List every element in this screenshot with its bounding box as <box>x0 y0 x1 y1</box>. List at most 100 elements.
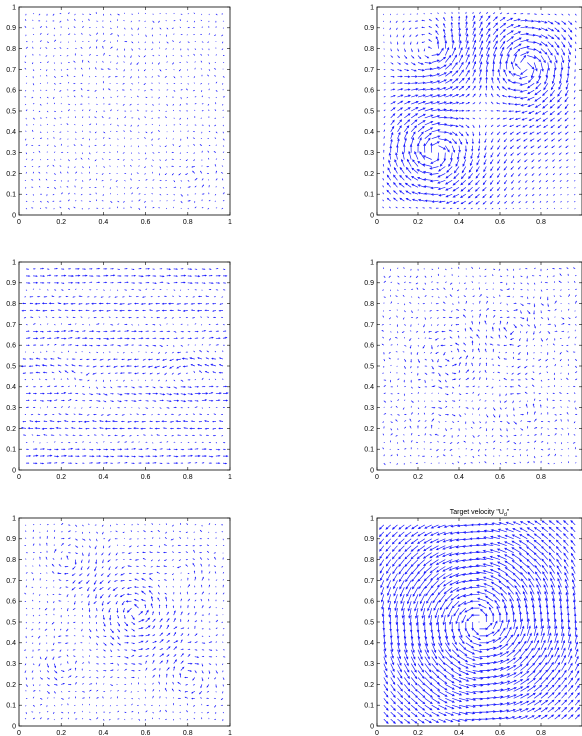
quiver-arrow <box>151 522 153 526</box>
quiver-arrow <box>534 103 542 108</box>
quiver-arrow <box>465 670 477 675</box>
quiver-arrow <box>564 117 569 122</box>
quiver-arrow <box>29 316 34 318</box>
quiver-arrow <box>103 628 105 632</box>
quiver-arrow <box>479 46 483 56</box>
quiver-arrow <box>166 611 169 616</box>
quiver-arrow <box>117 441 120 443</box>
quiver-arrow <box>404 711 411 718</box>
quiver-arrow <box>108 594 111 598</box>
quiver-arrow <box>78 295 83 298</box>
quiver-arrow <box>452 690 463 696</box>
quiver-arrow <box>443 34 446 42</box>
quiver-arrow <box>520 103 528 107</box>
quiver-arrow <box>505 393 508 396</box>
quiver-arrow <box>173 659 177 664</box>
quiver-arrow <box>38 144 41 147</box>
quiver-arrow <box>123 200 125 203</box>
quiver-arrow <box>534 89 542 96</box>
quiver-arrow <box>490 200 494 205</box>
quiver-arrow <box>538 275 542 277</box>
quiver-arrow <box>390 400 392 403</box>
quiver-arrow <box>24 718 27 720</box>
quiver-arrow <box>397 711 404 718</box>
y-tick-label: 0 <box>370 212 374 219</box>
quiver-arrow <box>422 170 432 174</box>
quiver-arrow <box>533 411 536 415</box>
quiver-arrow <box>215 634 218 637</box>
quiver-arrow <box>478 449 480 452</box>
quiver-arrow <box>410 439 413 443</box>
quiver-arrow <box>120 573 125 576</box>
quiver-arrow <box>486 11 489 15</box>
quiver-arrow <box>190 309 195 311</box>
quiver-arrow <box>513 407 515 411</box>
quiver-arrow <box>208 157 210 160</box>
quiver-arrow <box>438 130 448 134</box>
quiver-arrow <box>437 273 439 276</box>
quiver-arrow <box>103 131 106 134</box>
quiver-arrow <box>417 378 422 381</box>
quiver-arrow <box>410 432 413 436</box>
quiver-arrow <box>416 545 426 552</box>
quiver-arrow <box>492 462 495 465</box>
quiver-arrow <box>458 405 461 408</box>
quiver-arrow <box>379 552 385 560</box>
quiver-arrow <box>89 689 92 692</box>
quiver-arrow <box>199 697 203 699</box>
quiver-arrow <box>428 39 432 42</box>
y-tick-label: 1 <box>370 4 374 11</box>
quiver-arrow <box>103 337 110 340</box>
quiver-arrow <box>25 171 27 174</box>
quiver-arrow <box>416 552 426 560</box>
quiver-arrow <box>27 427 34 430</box>
quiver-arrow <box>573 280 576 283</box>
quiver-arrow <box>492 28 499 35</box>
quiver-arrow <box>479 399 481 401</box>
quiver-arrow <box>410 670 418 680</box>
quiver-arrow <box>558 152 562 156</box>
quiver-arrow <box>422 155 432 160</box>
quiver-arrow <box>390 344 393 346</box>
quiver-arrow <box>388 615 392 625</box>
quiver-arrow <box>20 427 27 429</box>
quiver-arrow <box>180 13 183 15</box>
quiver-arrow <box>93 434 97 436</box>
quiver-arrow <box>82 337 88 340</box>
quiver-arrow <box>173 330 177 333</box>
quiver-arrow <box>124 275 129 277</box>
quiver-arrow <box>557 90 562 97</box>
quiver-arrow <box>89 34 92 36</box>
quiver-arrow <box>144 89 146 92</box>
quiver-arrow <box>509 385 514 388</box>
quiver-arrow <box>58 296 62 298</box>
quiver-arrow <box>382 206 385 209</box>
quiver-arrow <box>450 152 453 161</box>
quiver-arrow <box>99 594 104 599</box>
quiver-arrow <box>141 365 146 368</box>
quiver-arrow <box>124 628 128 632</box>
quiver-arrow <box>201 462 205 464</box>
quiver-arrow <box>67 621 69 625</box>
quiver-arrow <box>573 267 576 270</box>
quiver-arrow <box>34 302 41 305</box>
quiver-arrow <box>187 200 191 202</box>
quiver-arrow <box>222 711 225 714</box>
quiver-arrow <box>417 711 426 717</box>
quiver-arrow <box>451 656 461 664</box>
quiver-arrow <box>575 413 578 415</box>
quiver-arrow <box>451 39 455 49</box>
quiver-arrow <box>513 96 521 99</box>
quiver-arrow <box>95 594 97 599</box>
quiver-arrow <box>441 607 446 618</box>
quiver-arrow <box>478 138 481 144</box>
quiver-arrow <box>507 95 514 98</box>
quiver-arrow <box>215 670 218 674</box>
y-tick-label: 0.3 <box>6 405 16 412</box>
quiver-arrow <box>40 400 45 402</box>
quiver-arrow <box>383 296 386 298</box>
quiver-arrow <box>30 414 34 416</box>
quiver-arrow <box>443 152 447 162</box>
quiver-arrow <box>396 144 399 153</box>
quiver-arrow <box>472 663 484 667</box>
